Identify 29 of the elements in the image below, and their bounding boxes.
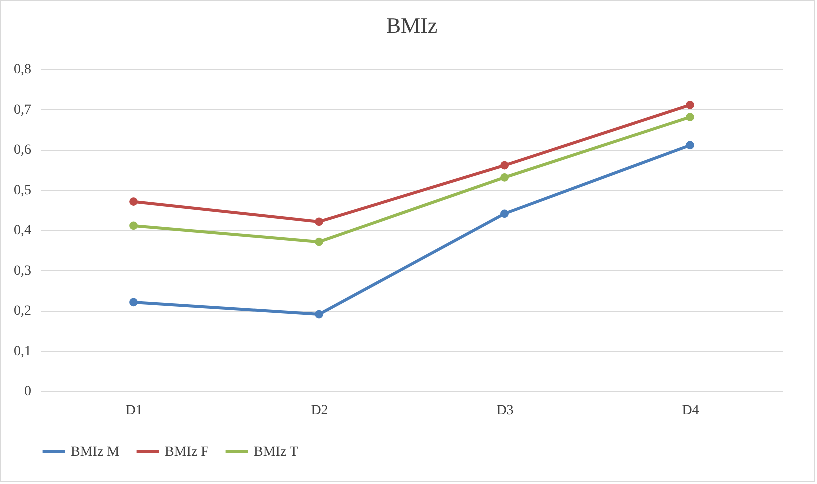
legend-label: BMIz M bbox=[71, 445, 120, 460]
y-tick-label: 0,1 bbox=[14, 344, 32, 360]
point bbox=[315, 218, 324, 226]
x-tick-label: D4 bbox=[682, 404, 700, 418]
legend-label: BMIz F bbox=[165, 445, 210, 460]
x-tick-label: D1 bbox=[126, 404, 143, 418]
x-tick-label: D3 bbox=[496, 404, 514, 418]
point bbox=[686, 141, 694, 150]
point bbox=[130, 198, 138, 206]
y-tick-label: 0,6 bbox=[14, 143, 32, 158]
y-tick-label: 0,5 bbox=[14, 183, 32, 198]
point bbox=[500, 174, 509, 182]
point bbox=[500, 161, 509, 170]
point bbox=[686, 113, 694, 122]
point bbox=[686, 101, 694, 110]
point bbox=[130, 222, 138, 230]
legend-label: BMIz T bbox=[254, 445, 299, 460]
chart-title: BMIz bbox=[386, 13, 438, 38]
point bbox=[500, 210, 509, 218]
y-tick-label: 0,7 bbox=[14, 102, 32, 118]
x-tick-label: D2 bbox=[311, 404, 328, 418]
point bbox=[315, 238, 324, 246]
y-tick-label: 0,3 bbox=[14, 264, 32, 279]
point bbox=[130, 298, 138, 307]
y-tick-label: 0,2 bbox=[14, 304, 32, 319]
y-tick-label: 0,8 bbox=[14, 62, 32, 78]
y-tick-label: 0,4 bbox=[14, 224, 32, 238]
point bbox=[315, 310, 324, 319]
y-tick-label: 0 bbox=[24, 384, 32, 400]
